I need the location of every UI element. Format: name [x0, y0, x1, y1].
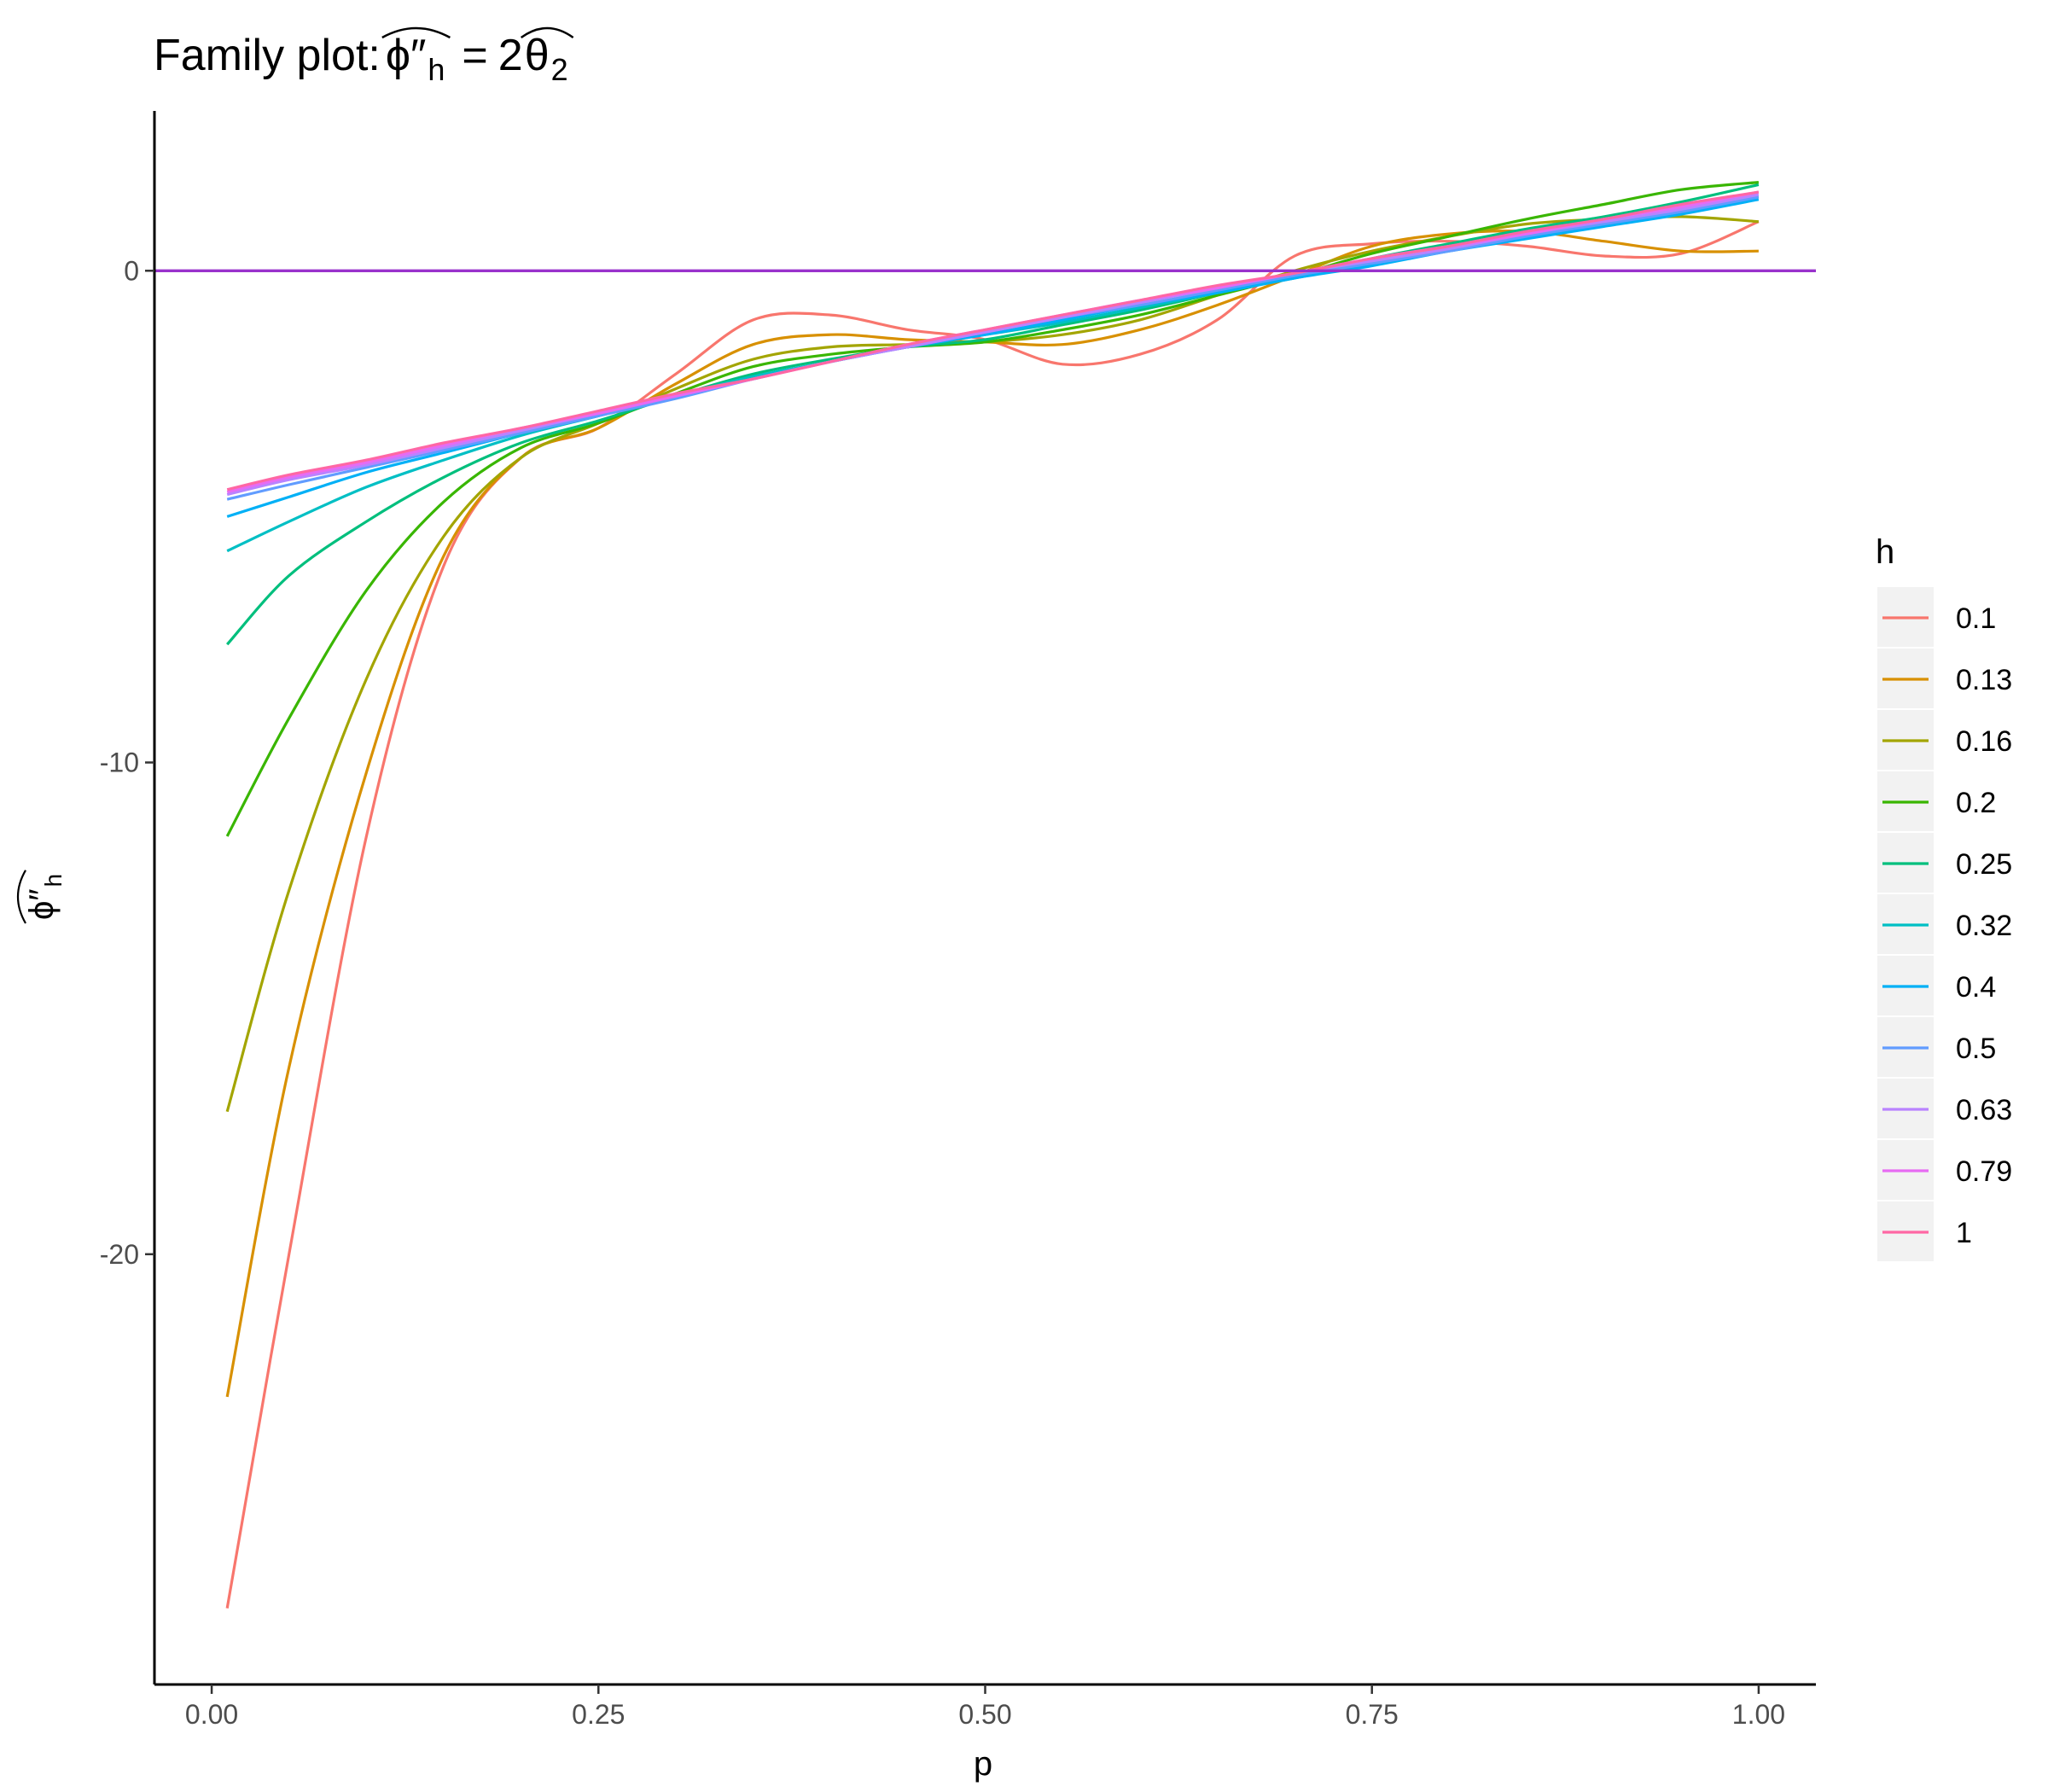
y-axis-title-rotated: ϕ″h [17, 870, 67, 924]
legend-item-h-0_79: 0.79 [1877, 1140, 2012, 1200]
chart-title-math: ϕ″ h = 2 θ 2 [381, 26, 574, 87]
legend-item-h-0_1: 0.1 [1877, 587, 1996, 647]
legend-item-h-0_5: 0.5 [1877, 1017, 1996, 1077]
x-tick-label: 0.25 [572, 1699, 625, 1730]
title-hat-lhs [381, 26, 451, 39]
legend-item-h-0_63: 0.63 [1877, 1079, 2012, 1138]
x-tick-label: 0.75 [1346, 1699, 1399, 1730]
legend-item-h-1: 1 [1877, 1201, 1972, 1261]
legend-item-h-0_2: 0.2 [1877, 771, 1996, 831]
x-tick-label: 0.50 [958, 1699, 1011, 1730]
series-layer [225, 181, 1760, 1609]
legend-label: 0.2 [1956, 787, 1996, 819]
title-math-rhs: θ [525, 31, 550, 80]
y-axis-title: ϕ″h [17, 870, 67, 924]
series-line-h-0_32 [226, 195, 1760, 553]
series-line-h-0_16 [225, 215, 1760, 1113]
series-line-h-0_13 [225, 230, 1759, 1398]
legend-label: 0.4 [1956, 971, 1996, 1004]
legend-label: 0.63 [1956, 1094, 2012, 1126]
title-math-rhs-sub: 2 [551, 52, 568, 87]
legend-item-h-0_13: 0.13 [1877, 649, 2012, 708]
series-line-h-0_25 [226, 183, 1760, 646]
title-math-lhs: ϕ″ [386, 31, 427, 80]
legend-item-h-0_25: 0.25 [1877, 833, 2012, 893]
legend-label: 0.1 [1956, 602, 1996, 635]
x-tick-label: 1.00 [1732, 1699, 1785, 1730]
chart-title: Family plot: ϕ″ h = 2 θ 2 [154, 26, 574, 87]
series-line-h-0_1 [225, 220, 1760, 1609]
series-line-h-1 [226, 190, 1760, 492]
legend-label: 0.25 [1956, 848, 2012, 881]
x-axis-title: p [974, 1745, 992, 1783]
legend-item-h-0_32: 0.32 [1877, 894, 2012, 954]
legend-item-h-0_4: 0.4 [1877, 956, 1996, 1015]
chart-title-text: Family plot: [154, 31, 381, 80]
title-hat-rhs [520, 26, 574, 39]
legend-label: 0.16 [1956, 725, 2012, 758]
legend-label: 0.5 [1956, 1033, 1996, 1065]
title-math-lhs-sub: h [428, 52, 445, 87]
y-tick-label: 0 [124, 255, 139, 286]
legend-item-h-0_16: 0.16 [1877, 710, 2012, 770]
title-math-coef: 2 [498, 31, 523, 80]
series-line-h-0_5 [226, 195, 1760, 501]
legend-label: 0.13 [1956, 664, 2012, 696]
y-tick-label: -10 [100, 748, 139, 778]
legend-label: 1 [1956, 1217, 1972, 1249]
y-axis-title-sub: h [40, 874, 67, 887]
axes-layer: 0.00 0.25 0.50 0.75 1.00 0 -10 -20 [100, 111, 1816, 1730]
y-tick-label: -20 [100, 1239, 139, 1270]
x-tick-label: 0.00 [185, 1699, 238, 1730]
series-line-h-0_2 [225, 181, 1760, 837]
legend-title: h [1876, 533, 1894, 571]
y-axis-title-main: ϕ″ [23, 888, 61, 920]
legend-label: 0.79 [1956, 1155, 2012, 1188]
series-line-h-0_4 [226, 198, 1760, 518]
title-math-equals: = [462, 31, 487, 80]
y-axis-title-hat [17, 870, 26, 924]
legend: h 0.1 0.13 0.16 0.2 0.25 0.32 0.4 0.5 0.63 0.79 1 [1876, 533, 2012, 1261]
legend-label: 0.32 [1956, 910, 2012, 942]
